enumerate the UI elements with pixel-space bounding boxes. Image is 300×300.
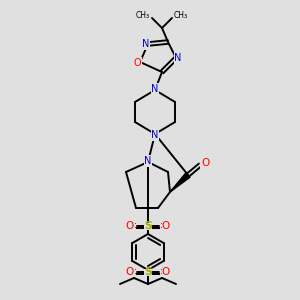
Text: N: N	[174, 53, 182, 63]
Text: N: N	[144, 156, 152, 166]
Text: O: O	[162, 221, 170, 231]
Text: CH₃: CH₃	[174, 11, 188, 20]
Text: :: :	[134, 266, 136, 275]
Text: CH₃: CH₃	[136, 11, 150, 20]
Text: N: N	[151, 130, 159, 140]
FancyBboxPatch shape	[144, 223, 152, 230]
Text: O: O	[201, 158, 209, 168]
Text: :: :	[134, 220, 136, 230]
Text: N: N	[142, 39, 150, 49]
Text: :: :	[160, 220, 162, 230]
Text: O: O	[126, 221, 134, 231]
Text: S: S	[144, 221, 152, 231]
Text: O: O	[162, 267, 170, 277]
Text: O: O	[126, 267, 134, 277]
Text: :: :	[160, 266, 162, 275]
Text: S: S	[144, 267, 152, 277]
Text: N: N	[151, 84, 159, 94]
Text: O: O	[133, 58, 141, 68]
Polygon shape	[170, 173, 190, 192]
FancyBboxPatch shape	[144, 268, 152, 275]
